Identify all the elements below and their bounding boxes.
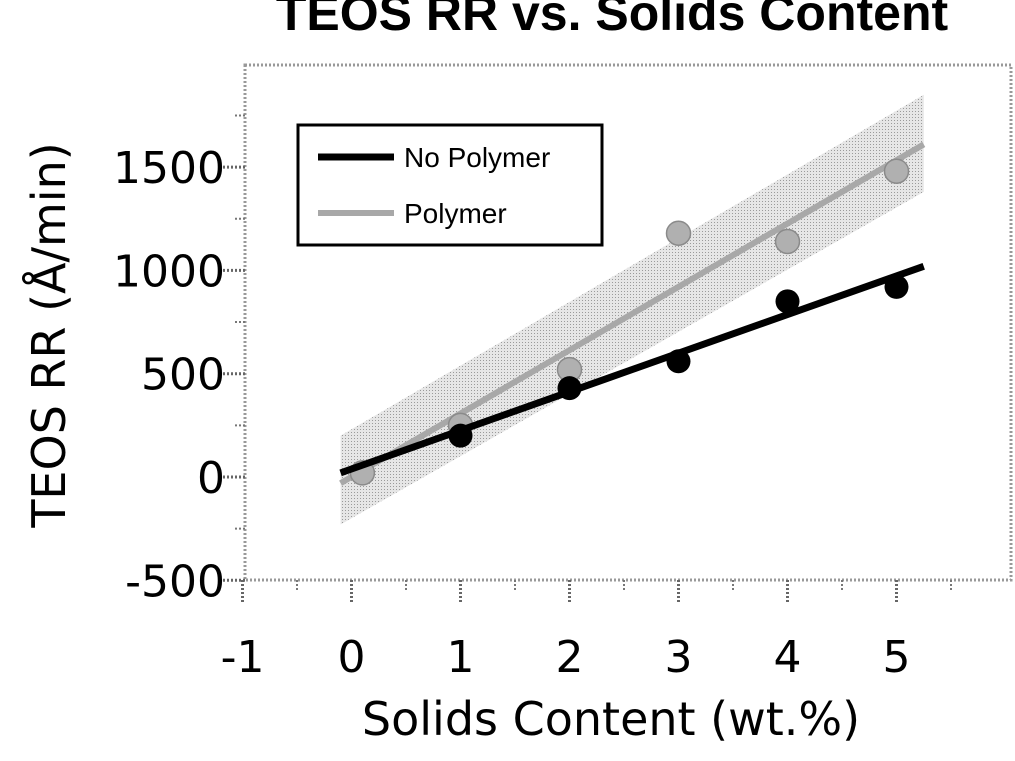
no-polymer-point — [449, 424, 473, 448]
x-tick-label: 1 — [447, 632, 475, 683]
legend: No Polymer Polymer — [298, 125, 602, 245]
y-tick-label: 500 — [141, 350, 225, 401]
no-polymer-point — [558, 376, 582, 400]
y-tick-label: -500 — [125, 556, 225, 607]
y-tick-label: 0 — [197, 453, 225, 504]
no-polymer-point — [667, 349, 691, 373]
x-axis-label: Solids Content (wt.%) — [362, 692, 860, 746]
y-axis-label: TEOS RR (Å/min) — [22, 142, 76, 528]
chart-title: TEOS RR vs. Solids Content — [276, 0, 949, 41]
polymer-point — [776, 229, 800, 253]
y-tick-label: 1000 — [113, 246, 225, 297]
x-tick-label: 0 — [338, 632, 366, 683]
legend-label-polymer: Polymer — [404, 198, 507, 229]
no-polymer-point — [885, 275, 909, 299]
x-tick-label: 2 — [556, 632, 584, 683]
y-tick-label: 1500 — [113, 143, 225, 194]
x-tick-label: 3 — [665, 632, 693, 683]
x-tick-label: 4 — [774, 632, 802, 683]
x-tick-label: 5 — [883, 632, 911, 683]
legend-label-no-polymer: No Polymer — [404, 142, 550, 173]
x-tick-label: -1 — [221, 632, 265, 683]
no-polymer-point — [776, 289, 800, 313]
polymer-point — [885, 159, 909, 183]
polymer-point — [667, 221, 691, 245]
